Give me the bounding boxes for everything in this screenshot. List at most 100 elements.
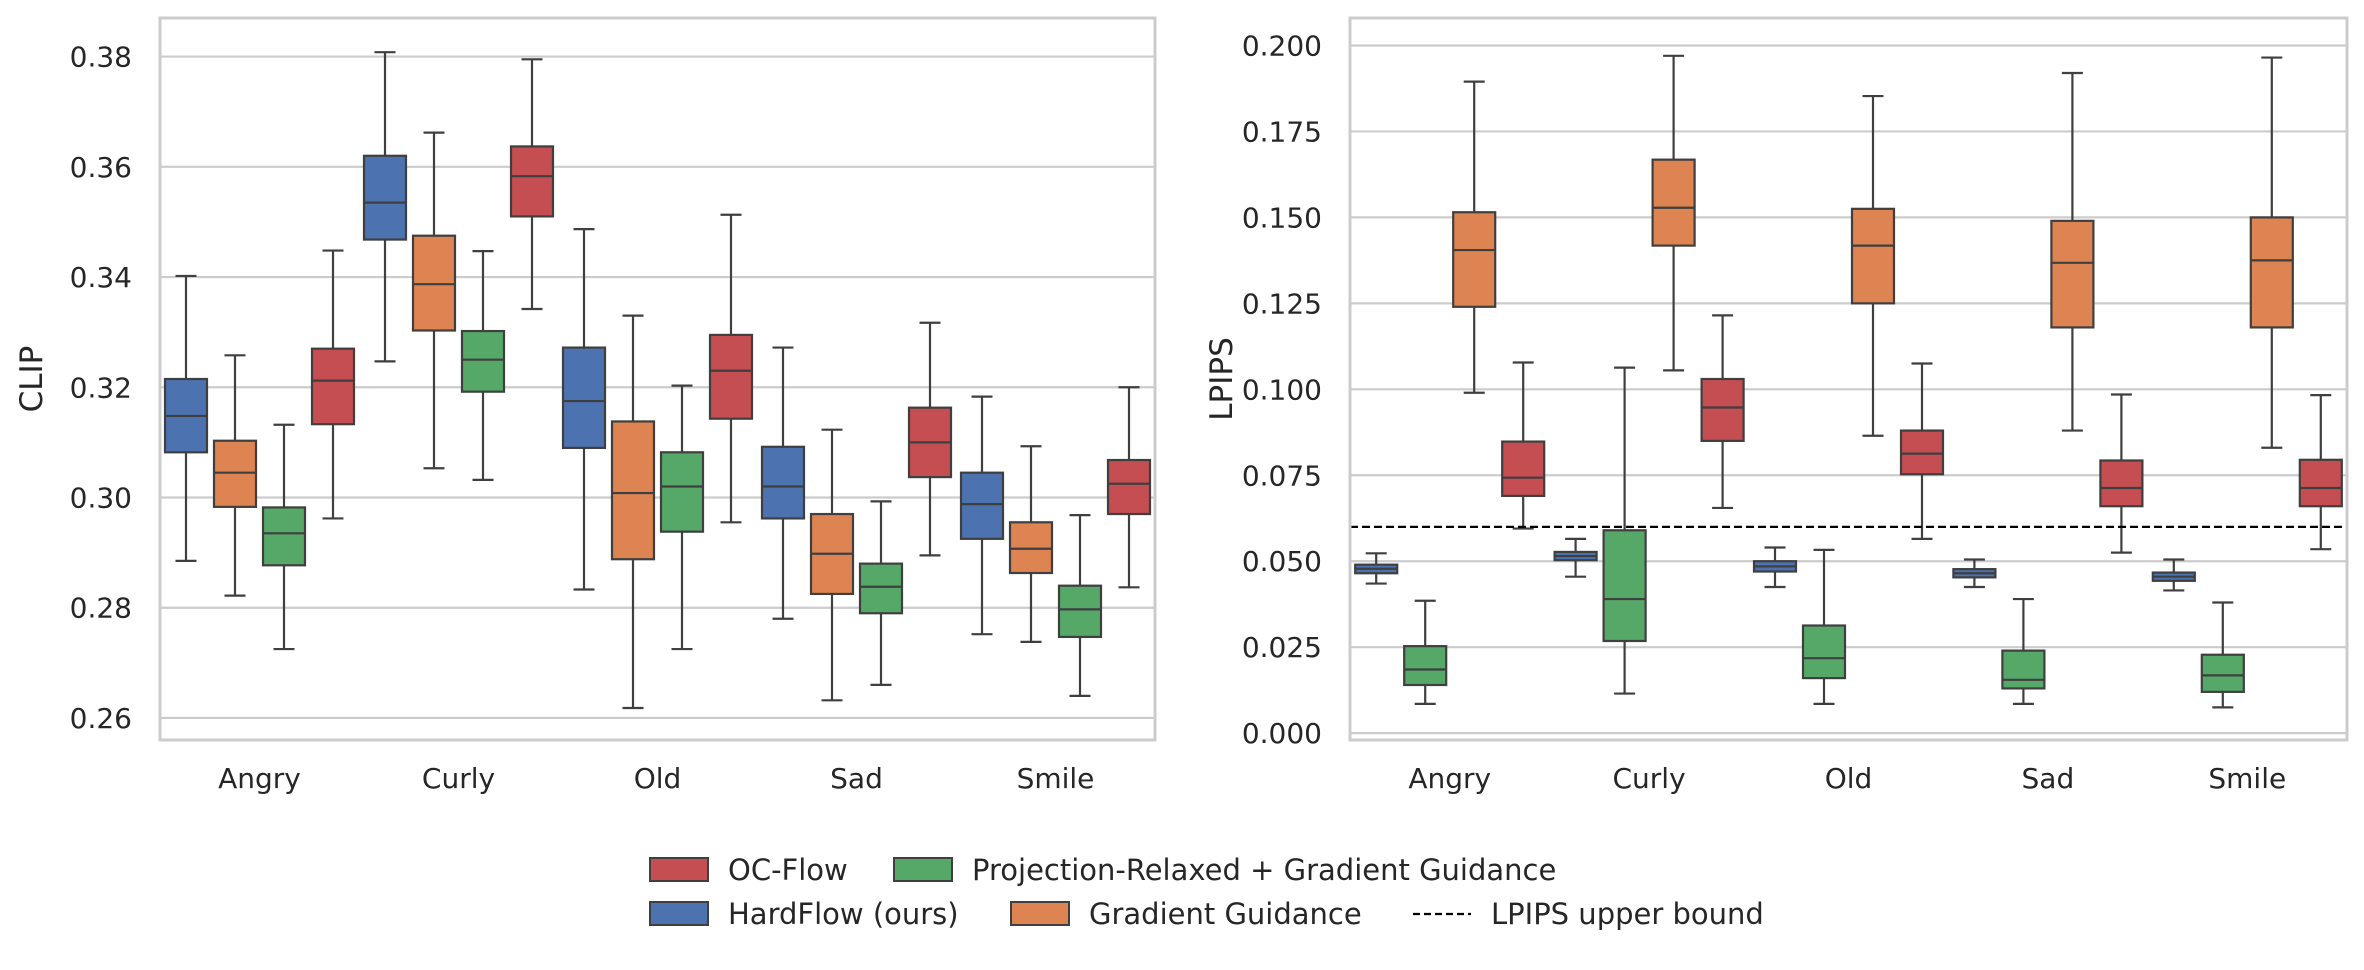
box-hardflow-ours--smile bbox=[2151, 558, 2196, 592]
box-hardflow-ours--curly bbox=[1553, 537, 1598, 578]
iqr-box bbox=[1850, 207, 1896, 305]
iqr-box bbox=[1651, 158, 1696, 247]
iqr-box bbox=[2050, 219, 2095, 329]
iqr-box bbox=[212, 439, 258, 508]
box-hardflow-ours--smile bbox=[959, 395, 1005, 636]
box-oc-flow-curly bbox=[509, 58, 555, 311]
iqr-box bbox=[362, 154, 408, 241]
x-tick-label: Sad bbox=[2022, 762, 2075, 795]
box-hardflow-ours--old bbox=[561, 227, 607, 591]
x-tick-label: Angry bbox=[1408, 762, 1491, 795]
box-gradient-guidance-sad bbox=[809, 428, 855, 702]
box-projection-relaxed-gradient-guidance-angry bbox=[1403, 599, 1448, 706]
iqr-box bbox=[708, 333, 754, 420]
box-oc-flow-angry bbox=[1501, 361, 1546, 530]
iqr-box bbox=[1700, 377, 1745, 442]
x-tick-label: Angry bbox=[218, 762, 301, 795]
box-projection-relaxed-gradient-guidance-curly bbox=[460, 250, 506, 481]
box-gradient-guidance-smile bbox=[2249, 56, 2294, 449]
legend-label: OC-Flow bbox=[728, 853, 848, 887]
iqr-box bbox=[610, 420, 656, 561]
iqr-box bbox=[1057, 584, 1103, 639]
box-hardflow-ours--old bbox=[1752, 546, 1798, 589]
iqr-box bbox=[858, 562, 904, 615]
x-tick-label: Sad bbox=[830, 762, 883, 795]
legend-label: HardFlow (ours) bbox=[728, 897, 959, 931]
iqr-box bbox=[1801, 624, 1847, 680]
iqr-box bbox=[2249, 216, 2294, 329]
legend-swatch bbox=[893, 857, 953, 882]
box-oc-flow-sad bbox=[2099, 393, 2144, 554]
box-projection-relaxed-gradient-guidance-curly bbox=[1602, 366, 1647, 695]
box-oc-flow-angry bbox=[310, 249, 356, 520]
legend-swatch bbox=[649, 857, 709, 882]
y-tick-label: 0.125 bbox=[1242, 287, 1322, 320]
box-oc-flow-sad bbox=[907, 321, 953, 557]
iqr-box bbox=[959, 471, 1005, 540]
box-projection-relaxed-gradient-guidance-sad bbox=[858, 500, 904, 686]
y-tick-label: 0.075 bbox=[1242, 459, 1322, 492]
box-oc-flow-smile bbox=[1106, 386, 1152, 589]
box-gradient-guidance-old bbox=[1850, 94, 1896, 437]
x-tick-label: Old bbox=[1825, 762, 1873, 795]
x-tick-label: Smile bbox=[2208, 762, 2286, 795]
y-tick-label: 0.26 bbox=[70, 702, 132, 735]
clip-boxplot-panel: 0.26 0.28 0.30 0.32 0.34 0.36 0.38 CLIP Angry Cur… bbox=[14, 16, 1157, 795]
box-projection-relaxed-gradient-guidance-angry bbox=[261, 423, 307, 651]
y-tick-label: 0.200 bbox=[1242, 30, 1322, 63]
y-axis-label: CLIP bbox=[14, 346, 50, 413]
box-projection-relaxed-gradient-guidance-old bbox=[1801, 548, 1847, 706]
x-tick-label: Smile bbox=[1017, 762, 1095, 795]
lpips-boxplot-panel: 0.000 0.025 0.050 0.075 0.100 0.125 0.150 0.175… bbox=[1204, 16, 2349, 795]
y-tick-label: 0.000 bbox=[1242, 717, 1322, 750]
box-projection-relaxed-gradient-guidance-old bbox=[659, 384, 705, 651]
x-tick-label: Curly bbox=[422, 762, 495, 795]
iqr-box bbox=[261, 506, 307, 567]
legend-entry-oc-flow: OC-Flow bbox=[649, 853, 848, 887]
box-gradient-guidance-curly bbox=[1651, 54, 1696, 372]
iqr-box bbox=[310, 347, 356, 426]
iqr-box bbox=[659, 451, 705, 533]
box-hardflow-ours--sad bbox=[760, 346, 806, 620]
iqr-box bbox=[1452, 211, 1497, 308]
y-tick-label: 0.34 bbox=[70, 261, 132, 294]
iqr-box bbox=[760, 445, 806, 520]
iqr-box bbox=[1602, 529, 1647, 643]
iqr-box bbox=[1106, 458, 1152, 516]
legend-entry-hardflow-ours-: HardFlow (ours) bbox=[649, 897, 959, 931]
box-projection-relaxed-gradient-guidance-smile bbox=[2200, 601, 2245, 709]
y-tick-label: 0.150 bbox=[1242, 201, 1322, 234]
y-tick-label: 0.050 bbox=[1242, 545, 1322, 578]
axes-frame bbox=[158, 16, 1157, 742]
iqr-box bbox=[1899, 429, 1945, 476]
axes-frame bbox=[1348, 16, 2349, 742]
box-gradient-guidance-old bbox=[610, 314, 656, 710]
y-tick-label: 0.38 bbox=[70, 41, 132, 74]
x-tick-label: Curly bbox=[1613, 762, 1686, 795]
box-gradient-guidance-sad bbox=[2050, 71, 2095, 432]
box-oc-flow-old bbox=[1899, 362, 1945, 540]
box-oc-flow-old bbox=[708, 213, 754, 524]
legend-entry-gradient-guidance: Gradient Guidance bbox=[1010, 897, 1362, 931]
box-gradient-guidance-smile bbox=[1008, 445, 1054, 643]
iqr-box bbox=[561, 346, 607, 449]
legend: OC-Flow Projection-Relaxed + Gradient Gui… bbox=[649, 853, 1764, 931]
y-tick-label: 0.28 bbox=[70, 592, 132, 625]
iqr-box bbox=[2001, 649, 2046, 690]
y-axis-label: LPIPS bbox=[1204, 337, 1240, 420]
box-hardflow-ours--angry bbox=[163, 274, 209, 562]
box-oc-flow-smile bbox=[2298, 394, 2343, 551]
legend-label: Projection-Relaxed + Gradient Guidance bbox=[972, 853, 1556, 887]
y-tick-label: 0.36 bbox=[70, 151, 132, 184]
iqr-box bbox=[460, 329, 506, 393]
legend-label: Gradient Guidance bbox=[1089, 897, 1362, 931]
iqr-box bbox=[411, 234, 457, 332]
legend-entry-lpips-upper-bound: LPIPS upper bound bbox=[1413, 897, 1764, 931]
iqr-box bbox=[2200, 653, 2245, 693]
legend-swatch bbox=[1010, 901, 1070, 926]
box-hardflow-ours--curly bbox=[362, 51, 408, 363]
iqr-box bbox=[1501, 440, 1546, 497]
iqr-box bbox=[1403, 645, 1448, 687]
box-gradient-guidance-angry bbox=[212, 354, 258, 597]
